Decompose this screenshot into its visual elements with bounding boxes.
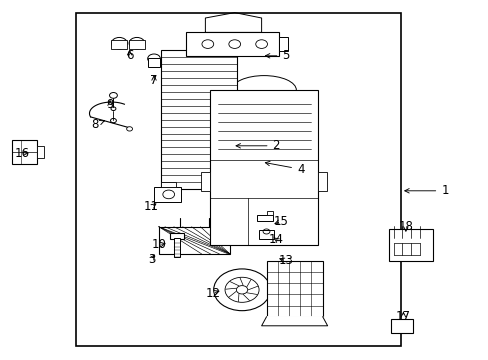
Bar <box>147 58 160 67</box>
Text: 8: 8 <box>91 118 104 131</box>
Bar <box>257 215 272 221</box>
Circle shape <box>224 277 259 302</box>
Bar <box>161 182 176 187</box>
Text: 11: 11 <box>144 201 159 213</box>
Circle shape <box>213 269 270 311</box>
Circle shape <box>126 127 132 131</box>
Bar <box>201 172 210 190</box>
Bar <box>111 40 127 49</box>
Text: 3: 3 <box>147 253 155 266</box>
Text: 10: 10 <box>151 238 166 251</box>
Text: 9: 9 <box>106 98 114 111</box>
Text: 7: 7 <box>150 75 158 87</box>
Bar <box>154 187 181 202</box>
Bar <box>37 146 43 158</box>
Text: 6: 6 <box>125 49 133 62</box>
Bar <box>210 90 317 245</box>
Bar <box>129 40 144 49</box>
Text: 12: 12 <box>205 287 220 300</box>
Bar <box>266 211 272 215</box>
Text: 18: 18 <box>398 220 412 233</box>
Text: 17: 17 <box>395 310 410 323</box>
Text: 1: 1 <box>404 184 448 197</box>
Bar <box>185 32 278 56</box>
Text: 13: 13 <box>278 255 293 267</box>
Text: 2: 2 <box>236 139 280 152</box>
Bar <box>390 319 412 333</box>
Text: 5: 5 <box>265 49 289 62</box>
Bar <box>12 140 37 164</box>
Text: 15: 15 <box>273 215 288 228</box>
Bar <box>161 50 237 189</box>
Text: 4: 4 <box>265 161 304 176</box>
Bar <box>388 229 432 261</box>
Bar <box>159 227 229 254</box>
Bar <box>278 37 287 51</box>
Bar <box>259 230 273 239</box>
Bar <box>76 13 400 346</box>
Text: 14: 14 <box>268 233 283 246</box>
Text: 16: 16 <box>15 147 29 159</box>
Bar <box>266 261 322 317</box>
Bar <box>317 172 326 190</box>
Polygon shape <box>261 317 327 326</box>
Bar <box>173 238 180 257</box>
Bar <box>170 234 183 239</box>
Circle shape <box>236 285 247 294</box>
